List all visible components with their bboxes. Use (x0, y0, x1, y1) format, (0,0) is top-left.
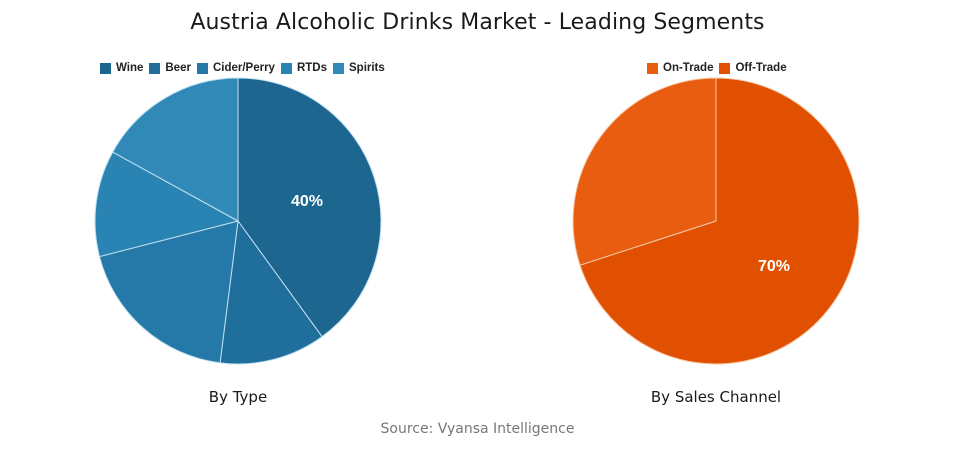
caption-by-type: By Type (208, 388, 268, 406)
legend-by-type: Wine Beer Cider/Perry RTDs Spirits (100, 62, 391, 74)
caption-by-sales-channel: By Sales Channel (650, 388, 782, 406)
slice-label-off-trade: 70% (758, 258, 790, 275)
pie-by-type (94, 77, 382, 365)
pie-slice-cider-perry[interactable] (98, 220, 239, 364)
legend-item-rtds[interactable]: RTDs (280, 62, 327, 74)
slice-label-wine: 40% (291, 193, 323, 210)
legend-swatch-icon (149, 62, 161, 74)
legend-item-wine[interactable]: Wine (100, 62, 143, 74)
pie-slice-off-trade[interactable] (579, 77, 860, 365)
legend-label: Wine (116, 62, 144, 74)
legend-item-cider-perry[interactable]: Cider/Perry (196, 62, 275, 74)
legend-label: On-Trade (663, 62, 714, 74)
legend-swatch-icon (719, 62, 731, 74)
legend-item-spirits[interactable]: Spirits (333, 62, 385, 74)
legend-item-beer[interactable]: Beer (149, 62, 191, 74)
source-note: Source: Vyansa Intelligence (380, 421, 575, 437)
pie-slice-wine[interactable] (237, 77, 382, 338)
pie-slice-on-trade[interactable] (572, 77, 717, 266)
legend-swatch-icon (280, 62, 292, 74)
pie-by-sales-channel (572, 77, 860, 365)
legend-label: RTDs (296, 62, 327, 74)
pie-slice-beer[interactable] (219, 219, 323, 365)
pie-slice-spirits[interactable] (112, 77, 239, 222)
legend-item-on-trade[interactable]: On-Trade (647, 62, 713, 74)
legend-label: Spirits (349, 62, 385, 74)
legend-item-off-trade[interactable]: Off-Trade (719, 62, 787, 74)
legend-swatch-icon (100, 62, 111, 74)
chart-title: Austria Alcoholic Drinks Market - Leadin… (190, 10, 765, 35)
pie-slice-rtds[interactable] (94, 151, 240, 258)
legend-label: Beer (165, 62, 191, 74)
legend-swatch-icon (196, 62, 208, 74)
legend-label: Off-Trade (735, 62, 787, 74)
legend-swatch-icon (647, 62, 658, 74)
legend-label: Cider/Perry (212, 62, 275, 74)
legend-by-sales-channel: On-Trade Off-Trade (647, 62, 793, 74)
legend-swatch-icon (333, 62, 344, 74)
